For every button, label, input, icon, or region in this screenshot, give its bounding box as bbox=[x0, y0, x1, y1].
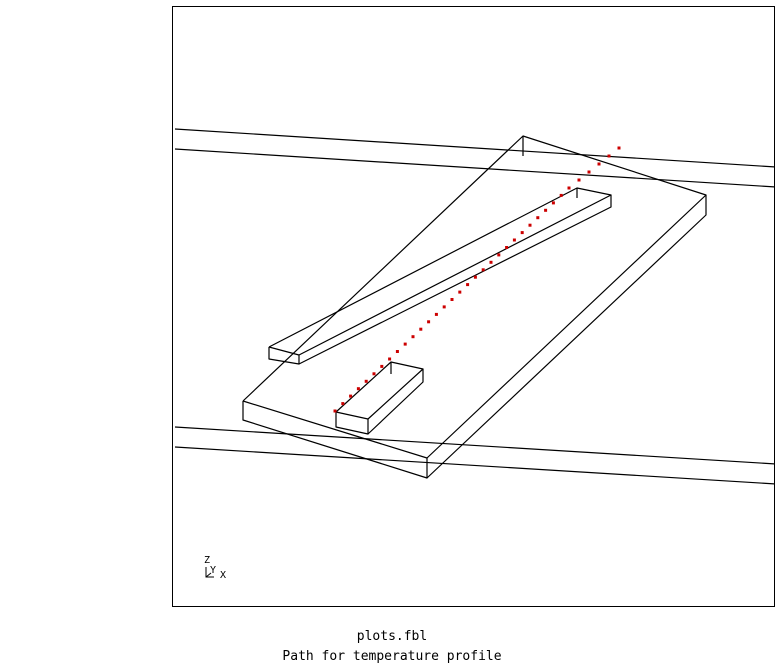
path-point bbox=[411, 335, 415, 339]
path-point bbox=[481, 268, 485, 272]
cross-beam bbox=[174, 128, 774, 485]
path-point bbox=[341, 402, 345, 406]
path-point bbox=[333, 409, 337, 413]
path-point bbox=[442, 305, 446, 309]
path-points bbox=[333, 146, 621, 413]
path-point bbox=[395, 350, 399, 353]
path-point bbox=[388, 357, 392, 361]
path-point bbox=[427, 320, 431, 324]
path-point bbox=[349, 394, 353, 398]
path-point bbox=[567, 186, 571, 190]
wireframe-model: Z Y X bbox=[174, 128, 774, 581]
path-point bbox=[489, 260, 493, 264]
path-point bbox=[466, 283, 470, 287]
path-point bbox=[520, 231, 524, 235]
triad-y-label: Y bbox=[210, 565, 216, 576]
caption-description: Path for temperature profile bbox=[282, 649, 502, 664]
path-point bbox=[536, 216, 540, 220]
path-point bbox=[419, 327, 423, 331]
path-point bbox=[497, 253, 501, 257]
path-point bbox=[364, 379, 368, 383]
path-point bbox=[403, 342, 407, 346]
path-point bbox=[617, 146, 621, 150]
path-point bbox=[356, 387, 360, 391]
path-point bbox=[559, 193, 563, 197]
path-point bbox=[505, 246, 509, 249]
path-point bbox=[607, 154, 611, 158]
triad-z-label: Z bbox=[204, 555, 210, 566]
strip-upper bbox=[268, 187, 612, 365]
graphics-viewport[interactable]: Z Y X bbox=[172, 6, 775, 607]
path-point bbox=[597, 162, 601, 166]
path-point bbox=[372, 372, 376, 376]
triad-x-label: X bbox=[220, 570, 226, 581]
path-point bbox=[458, 290, 462, 294]
path-point bbox=[450, 298, 454, 301]
path-point bbox=[587, 170, 591, 174]
path-point bbox=[551, 201, 555, 205]
path-point bbox=[380, 364, 384, 368]
axis-triad: Z Y X bbox=[204, 555, 226, 581]
path-point bbox=[434, 312, 438, 316]
caption-filename: plots.fbl bbox=[356, 629, 428, 644]
base-plate bbox=[242, 135, 707, 479]
strip-lower bbox=[335, 361, 424, 435]
path-point bbox=[577, 178, 581, 182]
path-point bbox=[544, 208, 548, 212]
path-point bbox=[528, 223, 532, 227]
path-point bbox=[512, 238, 516, 242]
path-point bbox=[473, 275, 477, 279]
